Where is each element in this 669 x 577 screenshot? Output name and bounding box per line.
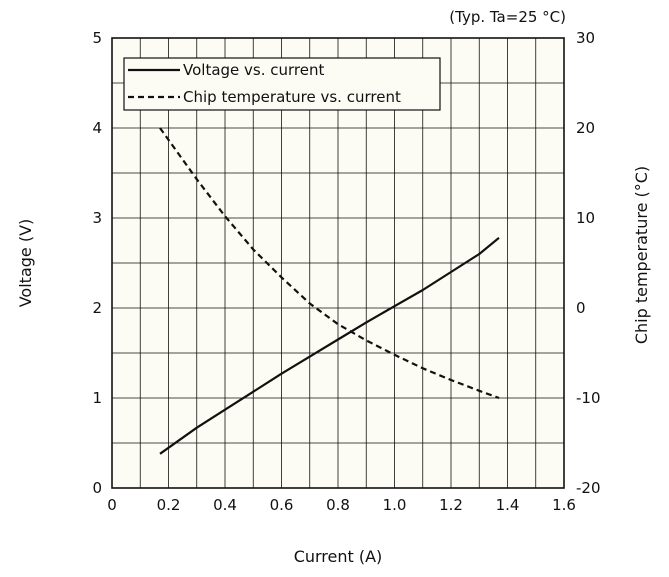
voltage-series-line <box>159 236 500 455</box>
legend-box <box>123 57 441 111</box>
x-tick-label: 0.4 <box>213 496 237 514</box>
y-tick-label: 3 <box>92 209 102 227</box>
y-tick-label: 1 <box>92 389 102 407</box>
y-tick-label: 2 <box>92 299 102 317</box>
y2-axis-title: Chip temperature (°C) <box>632 166 651 344</box>
y-axis-title: Voltage (V) <box>16 219 35 308</box>
y-tick-label: 0 <box>92 479 102 497</box>
y2-tick-label: 20 <box>576 119 595 137</box>
tick-labels: 0 0.2 0.4 0.6 0.8 1.0 1.2 1.4 1.6 0 1 2 3 4 5 -20 -10 0 10… <box>92 29 600 514</box>
y2-tick-label: 10 <box>576 209 595 227</box>
condition-note: (Typ. Ta=25 °C) <box>449 8 566 26</box>
legend-label-voltage: Voltage vs. current <box>183 61 324 79</box>
x-tick-label: 1.6 <box>552 496 576 514</box>
x-tick-label: 0.8 <box>326 496 350 514</box>
x-tick-label: 1.4 <box>496 496 520 514</box>
x-tick-label: 0.2 <box>157 496 181 514</box>
x-tick-label: 1.0 <box>383 496 407 514</box>
y2-tick-label: 30 <box>576 29 595 47</box>
y2-tick-label: 0 <box>576 299 586 317</box>
y2-tick-label: -20 <box>576 479 601 497</box>
y-tick-label: 4 <box>92 119 102 137</box>
legend-label-temperature: Chip temperature vs. current <box>183 88 401 106</box>
grid <box>112 38 564 488</box>
temperature-series-line <box>159 127 500 400</box>
y-tick-label: 5 <box>92 29 102 47</box>
x-tick-label: 1.2 <box>439 496 463 514</box>
x-axis-title: Current (A) <box>294 547 383 566</box>
series-lines <box>159 127 500 455</box>
x-tick-label: 0 <box>107 496 117 514</box>
legend: Voltage vs. current Chip temperature vs.… <box>123 57 441 111</box>
y2-tick-label: -10 <box>576 389 601 407</box>
x-tick-label: 0.6 <box>270 496 294 514</box>
plot-frame <box>111 37 565 489</box>
